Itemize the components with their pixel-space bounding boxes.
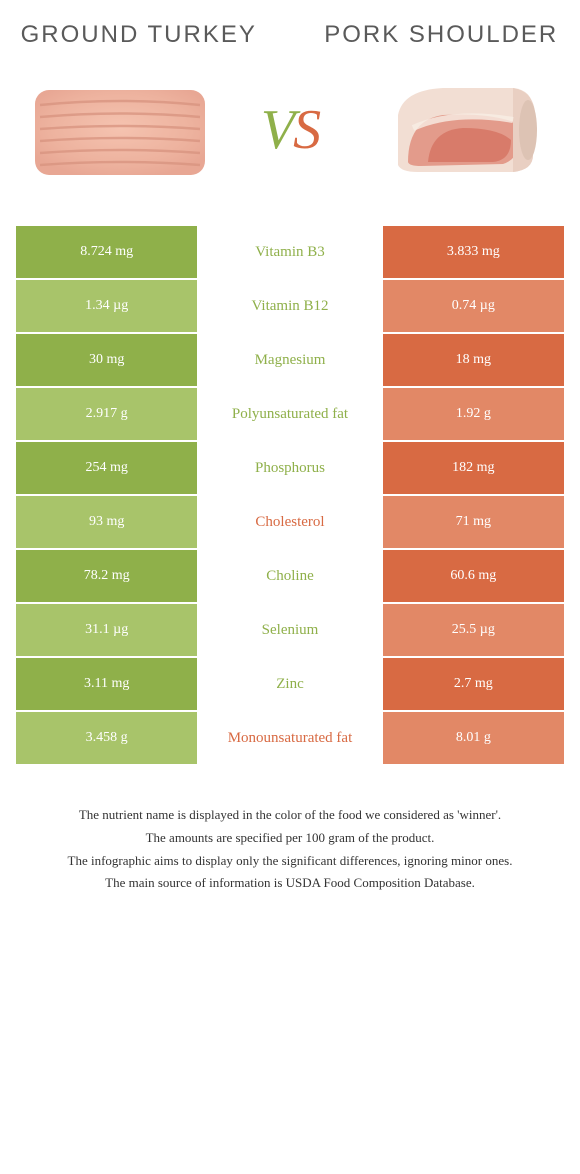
right-value: 3.833 mg	[382, 225, 565, 279]
right-food-image	[360, 60, 560, 200]
right-value: 0.74 µg	[382, 279, 565, 333]
nutrient-name: Choline	[198, 549, 381, 603]
left-value: 93 mg	[15, 495, 198, 549]
footnote-line: The infographic aims to display only the…	[25, 851, 555, 872]
footnotes: The nutrient name is displayed in the co…	[15, 805, 565, 894]
vs-s: S	[293, 98, 319, 162]
nutrient-name: Vitamin B12	[198, 279, 381, 333]
nutrient-name: Polyunsaturated fat	[198, 387, 381, 441]
left-value: 3.11 mg	[15, 657, 198, 711]
nutrient-name: Selenium	[198, 603, 381, 657]
infographic-container: Ground turkey Pork shoulder	[0, 0, 580, 936]
left-food-title: Ground turkey	[15, 20, 263, 50]
left-food-image	[20, 60, 220, 200]
titles-row: Ground turkey Pork shoulder	[15, 20, 565, 50]
table-row: 2.917 gPolyunsaturated fat1.92 g	[15, 387, 565, 441]
left-value: 8.724 mg	[15, 225, 198, 279]
left-value: 254 mg	[15, 441, 198, 495]
vs-v: V	[261, 98, 293, 162]
ground-turkey-icon	[20, 65, 220, 195]
images-row: VS	[15, 60, 565, 200]
table-row: 1.34 µgVitamin B120.74 µg	[15, 279, 565, 333]
right-value: 25.5 µg	[382, 603, 565, 657]
table-row: 78.2 mgCholine60.6 mg	[15, 549, 565, 603]
nutrient-name: Zinc	[198, 657, 381, 711]
table-row: 31.1 µgSelenium25.5 µg	[15, 603, 565, 657]
table-row: 3.11 mgZinc2.7 mg	[15, 657, 565, 711]
left-value: 30 mg	[15, 333, 198, 387]
footnote-line: The main source of information is USDA F…	[25, 873, 555, 894]
left-value: 31.1 µg	[15, 603, 198, 657]
left-value: 1.34 µg	[15, 279, 198, 333]
vs-label: VS	[261, 98, 319, 162]
footnote-line: The nutrient name is displayed in the co…	[25, 805, 555, 826]
footnote-line: The amounts are specified per 100 gram o…	[25, 828, 555, 849]
nutrient-name: Monounsaturated fat	[198, 711, 381, 765]
left-value: 3.458 g	[15, 711, 198, 765]
table-row: 30 mgMagnesium18 mg	[15, 333, 565, 387]
left-value: 78.2 mg	[15, 549, 198, 603]
table-row: 254 mgPhosphorus182 mg	[15, 441, 565, 495]
nutrient-name: Phosphorus	[198, 441, 381, 495]
right-food-title: Pork shoulder	[318, 20, 566, 50]
right-value: 18 mg	[382, 333, 565, 387]
nutrient-name: Cholesterol	[198, 495, 381, 549]
pork-shoulder-icon	[373, 70, 548, 190]
nutrient-table: 8.724 mgVitamin B33.833 mg1.34 µgVitamin…	[15, 225, 565, 765]
right-value: 71 mg	[382, 495, 565, 549]
right-value: 60.6 mg	[382, 549, 565, 603]
right-value: 8.01 g	[382, 711, 565, 765]
right-value: 2.7 mg	[382, 657, 565, 711]
left-value: 2.917 g	[15, 387, 198, 441]
right-value: 182 mg	[382, 441, 565, 495]
table-row: 93 mgCholesterol71 mg	[15, 495, 565, 549]
nutrient-name: Vitamin B3	[198, 225, 381, 279]
table-row: 3.458 gMonounsaturated fat8.01 g	[15, 711, 565, 765]
right-value: 1.92 g	[382, 387, 565, 441]
table-row: 8.724 mgVitamin B33.833 mg	[15, 225, 565, 279]
nutrient-name: Magnesium	[198, 333, 381, 387]
